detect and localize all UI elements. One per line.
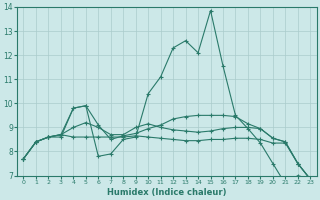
X-axis label: Humidex (Indice chaleur): Humidex (Indice chaleur): [107, 188, 227, 197]
